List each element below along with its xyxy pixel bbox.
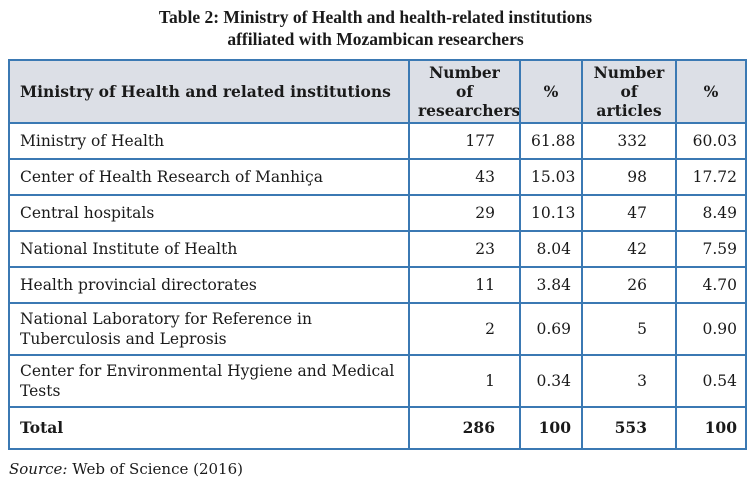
total-label: Total — [8, 406, 410, 450]
header-researchers-pct: % — [519, 59, 583, 124]
cell-researchers-pct: 8.04 — [519, 230, 583, 268]
cell-researchers-pct: 61.88 — [519, 122, 583, 160]
cell-researchers: 1 — [408, 354, 521, 408]
header-articles-pct: % — [675, 59, 747, 124]
total-researchers: 286 — [408, 406, 521, 450]
cell-articles: 332 — [581, 122, 677, 160]
cell-articles-pct: 8.49 — [675, 194, 747, 232]
total-articles: 553 — [581, 406, 677, 450]
total-articles-pct: 100 — [675, 406, 747, 450]
table-row: National Institute of Health 23 8.04 42 … — [8, 230, 747, 268]
cell-researchers-pct: 15.03 — [519, 158, 583, 196]
table-caption-line-2: affiliated with Mozambican researchers — [227, 29, 524, 49]
cell-researchers: 43 — [408, 158, 521, 196]
cell-articles-pct: 7.59 — [675, 230, 747, 268]
cell-articles-pct: 60.03 — [675, 122, 747, 160]
cell-institution: Central hospitals — [8, 194, 410, 232]
cell-researchers-pct: 10.13 — [519, 194, 583, 232]
table-row: Central hospitals 29 10.13 47 8.49 — [8, 194, 747, 232]
cell-researchers: 23 — [408, 230, 521, 268]
header-articles: Number of articles — [581, 59, 677, 124]
cell-researchers-pct: 3.84 — [519, 266, 583, 304]
table-caption: Table 2: Ministry of Health and health-r… — [0, 6, 751, 50]
cell-institution: National Laboratory for Reference in Tub… — [8, 302, 410, 356]
table-row: National Laboratory for Reference in Tub… — [8, 302, 747, 356]
cell-articles-pct: 4.70 — [675, 266, 747, 304]
header-institution: Ministry of Health and related instituti… — [8, 59, 410, 124]
cell-researchers-pct: 0.34 — [519, 354, 583, 408]
institutions-table: Ministry of Health and related instituti… — [8, 59, 747, 450]
cell-researchers: 2 — [408, 302, 521, 356]
cell-articles: 3 — [581, 354, 677, 408]
table-header-row: Ministry of Health and related instituti… — [8, 59, 747, 124]
cell-articles: 42 — [581, 230, 677, 268]
cell-institution: Ministry of Health — [8, 122, 410, 160]
source-text: Web of Science (2016) — [72, 460, 243, 478]
header-researchers: Number of researchers — [408, 59, 521, 124]
source-note: Source: Web of Science (2016) — [9, 459, 243, 479]
table-row: Center of Health Research of Manhiça 43 … — [8, 158, 747, 196]
cell-articles: 26 — [581, 266, 677, 304]
table-row: Ministry of Health 177 61.88 332 60.03 — [8, 122, 747, 160]
cell-articles-pct: 17.72 — [675, 158, 747, 196]
cell-articles: 98 — [581, 158, 677, 196]
source-label: Source: — [9, 460, 68, 478]
cell-articles-pct: 0.90 — [675, 302, 747, 356]
table-caption-line-1: Table 2: Ministry of Health and health-r… — [158, 7, 593, 27]
cell-articles: 47 — [581, 194, 677, 232]
cell-institution: Center for Environmental Hygiene and Med… — [8, 354, 410, 408]
cell-institution: Health provincial directorates — [8, 266, 410, 304]
cell-articles: 5 — [581, 302, 677, 356]
cell-researchers: 29 — [408, 194, 521, 232]
table-row: Health provincial directorates 11 3.84 2… — [8, 266, 747, 304]
table-row: Center for Environmental Hygiene and Med… — [8, 354, 747, 408]
cell-researchers: 177 — [408, 122, 521, 160]
cell-researchers: 11 — [408, 266, 521, 304]
cell-institution: National Institute of Health — [8, 230, 410, 268]
total-row: Total 286 100 553 100 — [8, 406, 747, 450]
cell-researchers-pct: 0.69 — [519, 302, 583, 356]
cell-institution: Center of Health Research of Manhiça — [8, 158, 410, 196]
total-researchers-pct: 100 — [519, 406, 583, 450]
cell-articles-pct: 0.54 — [675, 354, 747, 408]
